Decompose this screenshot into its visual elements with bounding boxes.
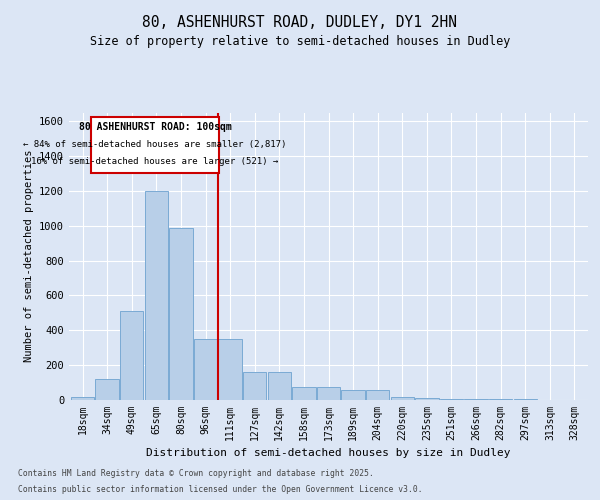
Text: 80 ASHENHURST ROAD: 100sqm: 80 ASHENHURST ROAD: 100sqm	[79, 122, 232, 132]
Bar	[464, 399, 488, 400]
Text: Contains HM Land Registry data © Crown copyright and database right 2025.: Contains HM Land Registry data © Crown c…	[18, 468, 374, 477]
Bar	[71, 396, 94, 400]
Bar	[366, 390, 389, 400]
Text: ← 84% of semi-detached houses are smaller (2,817): ← 84% of semi-detached houses are smalle…	[23, 140, 287, 148]
Bar	[120, 311, 143, 400]
Bar	[95, 379, 119, 400]
Bar	[268, 372, 291, 400]
Bar	[169, 228, 193, 400]
Text: Contains public sector information licensed under the Open Government Licence v3: Contains public sector information licen…	[18, 485, 422, 494]
Bar	[194, 339, 217, 400]
Bar	[145, 191, 168, 400]
X-axis label: Distribution of semi-detached houses by size in Dudley: Distribution of semi-detached houses by …	[146, 448, 511, 458]
FancyBboxPatch shape	[91, 117, 219, 173]
Bar	[218, 339, 242, 400]
Bar	[317, 387, 340, 400]
Bar	[415, 398, 439, 400]
Bar	[341, 390, 365, 400]
Bar	[440, 399, 463, 400]
Y-axis label: Number of semi-detached properties: Number of semi-detached properties	[23, 150, 34, 362]
Text: 16% of semi-detached houses are larger (521) →: 16% of semi-detached houses are larger (…	[31, 156, 279, 166]
Bar	[243, 372, 266, 400]
Text: 80, ASHENHURST ROAD, DUDLEY, DY1 2HN: 80, ASHENHURST ROAD, DUDLEY, DY1 2HN	[143, 15, 458, 30]
Bar	[391, 396, 414, 400]
Text: Size of property relative to semi-detached houses in Dudley: Size of property relative to semi-detach…	[90, 35, 510, 48]
Bar	[292, 387, 316, 400]
